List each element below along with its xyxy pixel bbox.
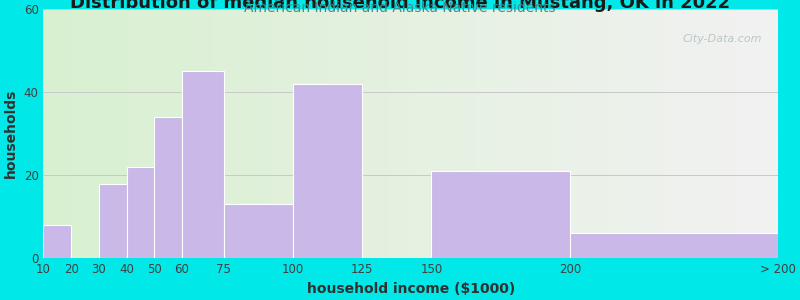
X-axis label: household income ($1000): household income ($1000)	[306, 282, 515, 296]
Bar	[224, 204, 293, 258]
Bar	[43, 225, 71, 258]
Bar	[431, 171, 570, 258]
Bar	[570, 233, 778, 258]
Text: American Indian and Alaska Native residents: American Indian and Alaska Native reside…	[244, 1, 556, 14]
Bar	[293, 84, 362, 258]
Text: City-Data.com: City-Data.com	[682, 34, 762, 44]
Bar	[99, 184, 126, 258]
Text: Distribution of median household income in Mustang, OK in 2022: Distribution of median household income …	[70, 0, 730, 12]
Y-axis label: households: households	[4, 89, 18, 178]
Bar	[182, 71, 224, 258]
Bar	[126, 167, 154, 258]
Bar	[154, 117, 182, 258]
